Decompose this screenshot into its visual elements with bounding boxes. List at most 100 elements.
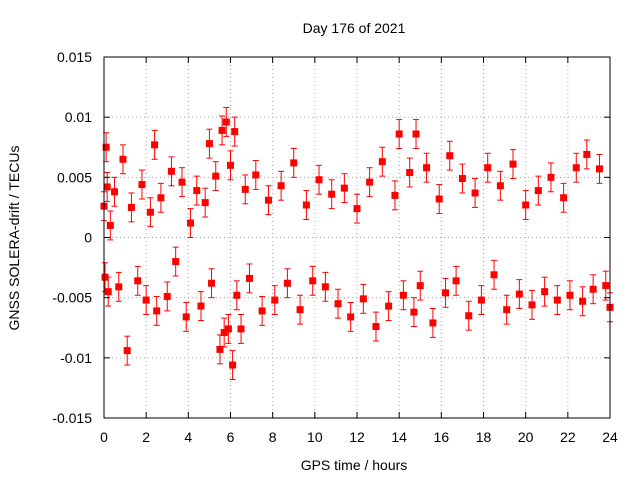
data-point <box>197 302 205 310</box>
x-tick-label: 4 <box>184 429 192 445</box>
data-point <box>515 290 523 298</box>
data-point <box>359 295 367 303</box>
data-point <box>547 173 555 181</box>
y-tick-label: -0.01 <box>60 350 92 366</box>
data-point <box>503 306 511 314</box>
data-point <box>458 175 466 183</box>
data-point <box>509 160 517 168</box>
data-point <box>385 302 393 310</box>
y-tick-label: 0.015 <box>57 49 92 65</box>
data-point <box>283 279 291 287</box>
x-tick-label: 22 <box>560 429 576 445</box>
data-point <box>271 296 279 304</box>
data-point <box>566 291 574 299</box>
x-tick-label: 20 <box>518 429 534 445</box>
data-point <box>115 283 123 291</box>
data-point <box>233 291 241 299</box>
data-point <box>146 208 154 216</box>
data-point <box>579 297 587 305</box>
data-point <box>315 176 323 184</box>
data-point <box>372 323 380 331</box>
data-point <box>416 282 424 290</box>
x-tick-label: 12 <box>349 429 365 445</box>
data-point <box>101 273 109 281</box>
data-point <box>127 203 135 211</box>
data-point <box>290 159 298 167</box>
data-point <box>410 308 418 316</box>
data-point <box>193 187 201 195</box>
data-point <box>477 296 485 304</box>
data-point <box>406 169 414 177</box>
data-point <box>245 274 253 282</box>
data-point <box>484 164 492 172</box>
data-point <box>534 187 542 195</box>
x-tick-label: 6 <box>227 429 235 445</box>
y-tick-label: 0.01 <box>65 109 92 125</box>
data-point <box>222 118 230 126</box>
data-point <box>212 172 220 180</box>
data-point <box>522 201 530 209</box>
data-point <box>277 182 285 190</box>
data-point <box>340 184 348 192</box>
x-tick-label: 16 <box>434 429 450 445</box>
data-point <box>237 325 245 333</box>
x-tick-label: 8 <box>269 429 277 445</box>
axis-ticks: 0 2 4 6 8 10 12 14 16 18 20 22 24-0.015-0.01-0.00500… <box>52 49 618 445</box>
data-point <box>296 306 304 314</box>
data-point <box>528 301 536 309</box>
data-point <box>589 285 597 293</box>
data-point <box>309 277 317 285</box>
data-point <box>452 277 460 285</box>
data-point <box>378 158 386 166</box>
data-point <box>205 140 213 148</box>
data-point <box>157 194 165 202</box>
x-tick-label: 10 <box>307 429 323 445</box>
data-point <box>446 152 454 160</box>
data-point <box>328 190 336 198</box>
data-point <box>553 296 561 304</box>
data-point <box>123 347 131 355</box>
data-point <box>602 282 610 290</box>
data-point <box>471 189 479 197</box>
data-point <box>182 313 190 321</box>
data-point <box>347 313 355 321</box>
y-axis-label: GNSS SOLERA-drift / TECUs <box>6 146 22 331</box>
y-tick-label: -0.015 <box>52 410 92 426</box>
data-point <box>134 277 142 285</box>
data-point <box>264 196 272 204</box>
data-point <box>595 165 603 173</box>
data-point <box>302 201 310 209</box>
data-point <box>167 167 175 175</box>
x-tick-label: 18 <box>476 429 492 445</box>
data-point <box>218 126 226 134</box>
data-point <box>142 296 150 304</box>
data-point <box>201 199 209 207</box>
data-point <box>208 279 216 287</box>
data-points <box>100 118 614 369</box>
data-point <box>119 155 127 163</box>
data-point <box>163 292 171 300</box>
x-tick-label: 14 <box>391 429 407 445</box>
y-tick-label: 0 <box>84 230 92 246</box>
data-point <box>224 325 232 333</box>
data-point <box>227 161 234 169</box>
data-point <box>153 307 161 315</box>
x-tick-label: 0 <box>100 429 108 445</box>
data-point <box>220 329 228 337</box>
x-axis-label: GPS time / hours <box>301 457 408 473</box>
data-point <box>186 219 194 227</box>
data-point <box>442 289 450 297</box>
data-point <box>178 178 186 186</box>
data-point <box>258 307 266 315</box>
data-point <box>395 130 403 138</box>
data-point <box>353 205 361 213</box>
data-point <box>334 300 342 308</box>
y-tick-label: 0.005 <box>57 169 92 185</box>
y-tick-label: -0.005 <box>52 290 92 306</box>
data-point <box>560 194 568 202</box>
data-point <box>138 181 146 189</box>
data-point <box>151 141 159 149</box>
data-point <box>216 345 224 353</box>
